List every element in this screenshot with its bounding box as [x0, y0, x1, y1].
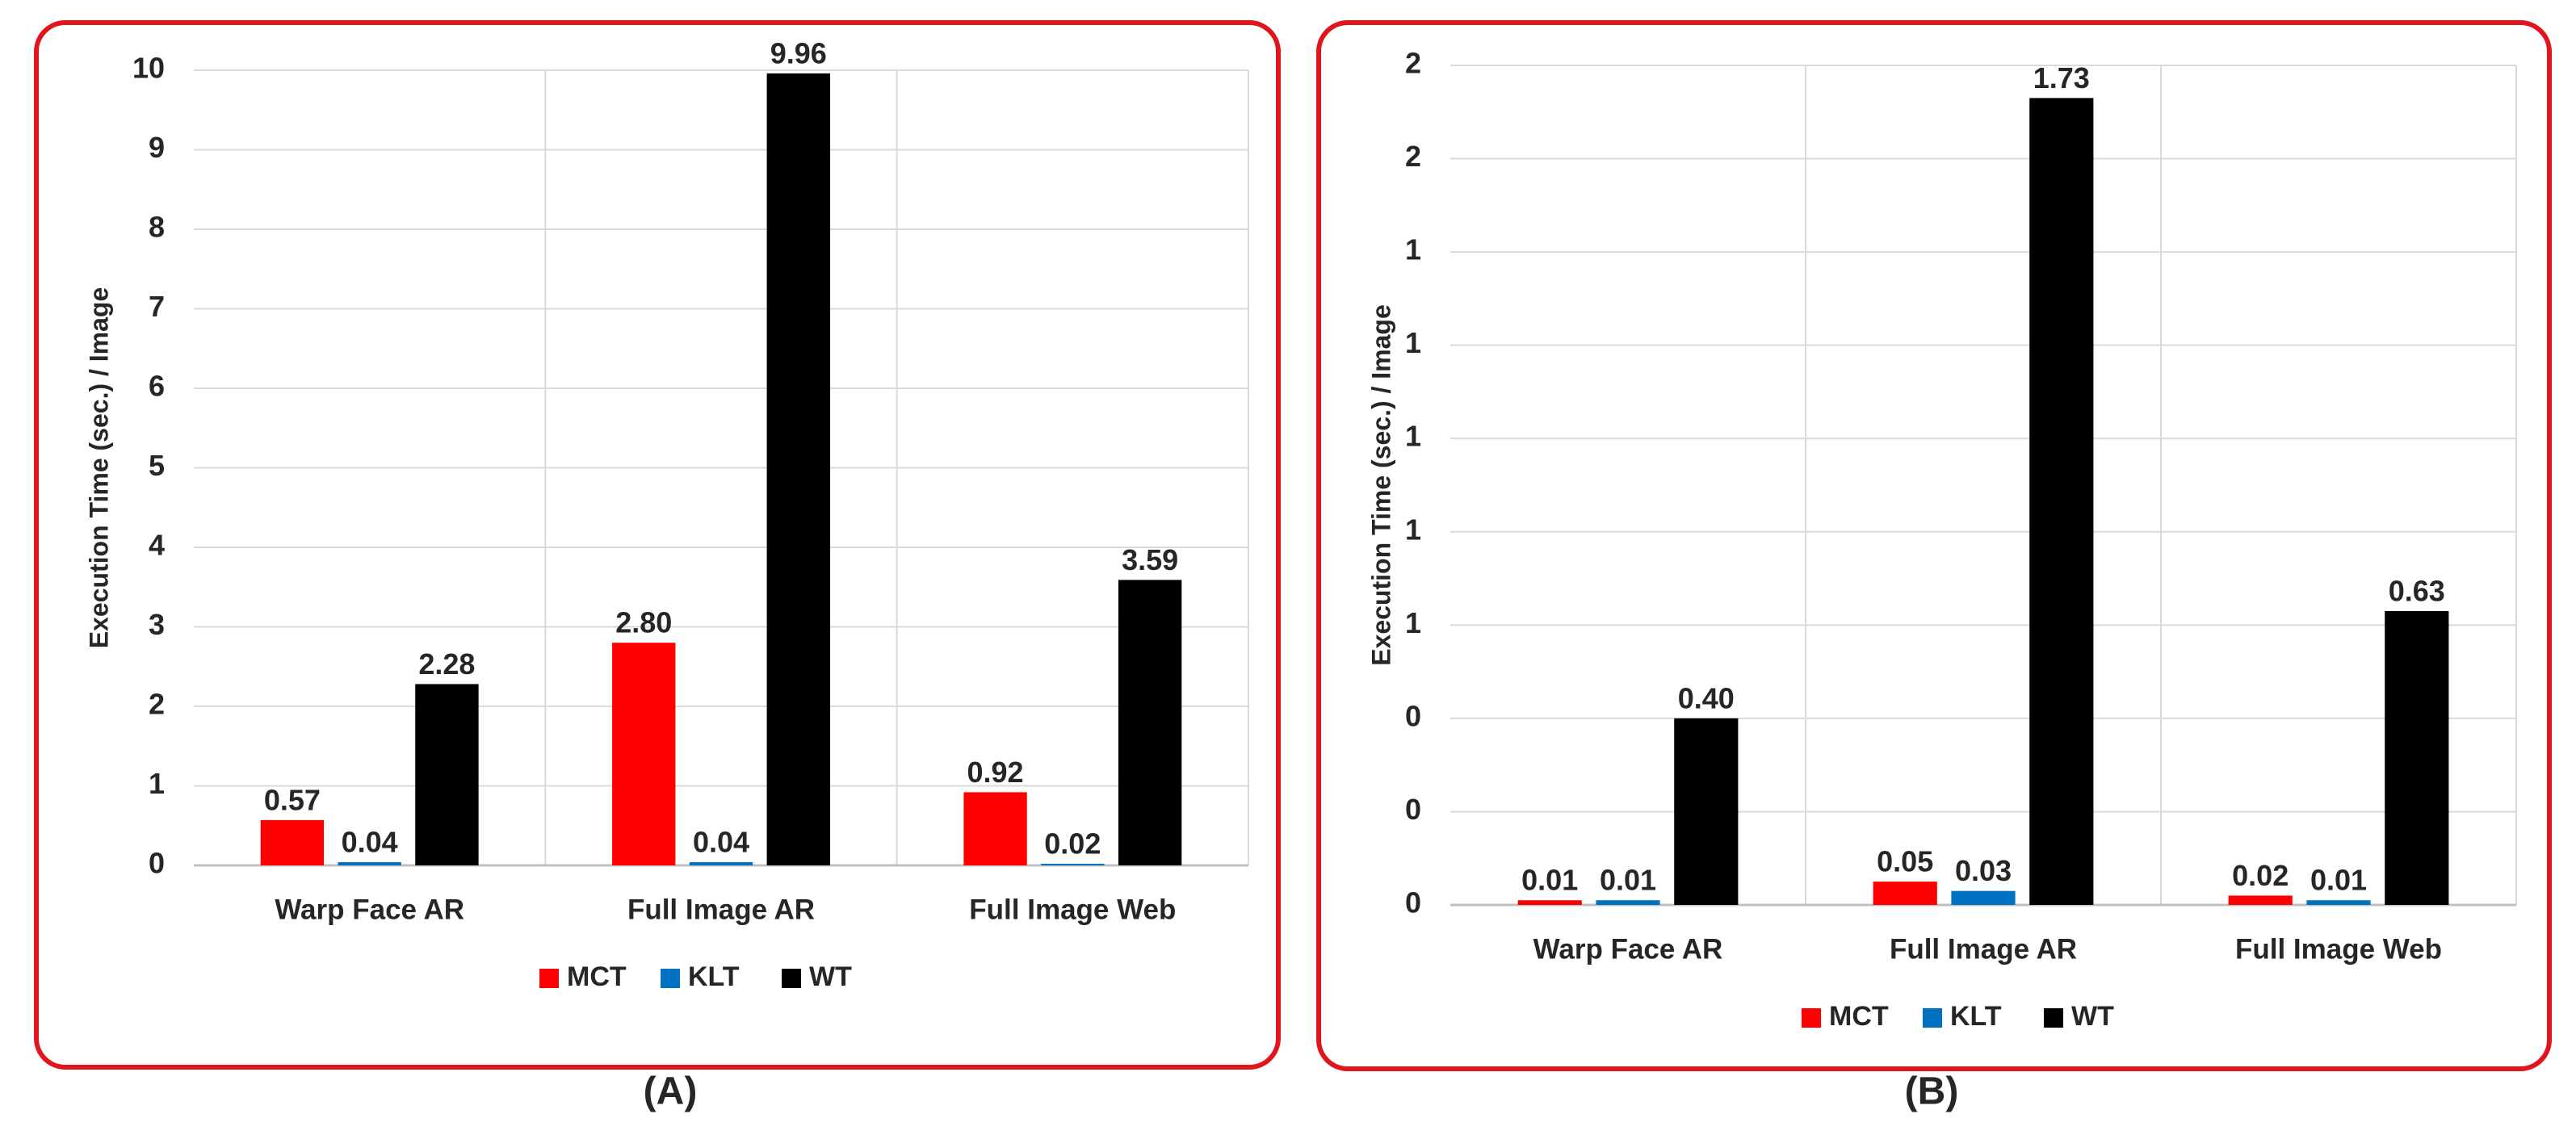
y-tick-label: 3 — [149, 608, 165, 641]
bar — [612, 643, 676, 865]
y-tick-label: 0 — [1405, 793, 1421, 826]
y-tick-label: 0 — [149, 847, 165, 880]
y-axis-label: Execution Time (sec.) / Image — [84, 287, 113, 649]
bar — [415, 684, 479, 865]
data-label: 0.02 — [1044, 827, 1101, 861]
legend-label: WT — [2071, 1001, 2114, 1032]
data-label: 2.80 — [615, 606, 672, 639]
bar — [1517, 900, 1582, 905]
x-tick-label: Warp Face AR — [275, 894, 464, 925]
legend-label: KLT — [1950, 1001, 2002, 1032]
data-label: 0.57 — [264, 783, 321, 816]
bar — [1873, 882, 1937, 905]
x-tick-label: Warp Face AR — [1533, 933, 1723, 965]
data-label: 0.02 — [2232, 859, 2289, 892]
x-tick-label: Full Image AR — [627, 894, 815, 925]
caption: (A) — [644, 1070, 698, 1113]
data-label: 2.28 — [418, 647, 475, 681]
bar — [689, 862, 753, 865]
panel-border — [1316, 20, 2552, 1071]
bar — [766, 73, 830, 865]
y-tick-label: 1 — [149, 767, 165, 800]
data-label: 3.59 — [1122, 543, 1178, 576]
legend-swatch — [539, 969, 559, 988]
y-tick-label: 1 — [1405, 513, 1421, 546]
y-axis-label: Execution Time (sec.) / Image — [1366, 304, 1395, 666]
legend-swatch — [661, 969, 680, 988]
data-label: 0.01 — [1600, 864, 1656, 897]
legend-swatch — [2044, 1008, 2063, 1028]
x-tick-label: Full Image Web — [2235, 933, 2442, 965]
y-tick-label: 6 — [149, 370, 165, 403]
bar — [963, 792, 1027, 865]
panel-border — [34, 20, 1281, 1070]
x-tick-label: Full Image Web — [969, 894, 1176, 925]
y-tick-label: 10 — [132, 52, 165, 85]
legend-label: MCT — [567, 961, 627, 992]
y-tick-label: 0 — [1405, 699, 1421, 732]
y-tick-label: 2 — [1405, 140, 1421, 173]
data-label: 0.01 — [1521, 864, 1578, 897]
bar — [1041, 864, 1105, 865]
bar — [338, 862, 401, 865]
data-label: 0.04 — [693, 826, 749, 859]
bar — [2385, 611, 2449, 905]
x-tick-label: Full Image AR — [1890, 933, 2077, 965]
y-tick-label: 1 — [1405, 326, 1421, 359]
legend-swatch — [1923, 1008, 1942, 1028]
y-tick-label: 4 — [149, 529, 165, 562]
bar — [1118, 580, 1182, 865]
bar — [260, 819, 325, 865]
y-tick-label: 2 — [1405, 47, 1421, 80]
y-tick-label: 1 — [1405, 606, 1421, 639]
data-label: 0.40 — [1678, 681, 1735, 714]
bar — [2306, 900, 2371, 905]
data-label: 0.63 — [2389, 575, 2445, 608]
legend-label: KLT — [688, 961, 740, 992]
y-tick-label: 9 — [149, 131, 165, 164]
bar — [2029, 98, 2094, 905]
bar — [2228, 895, 2293, 905]
bar — [1674, 718, 1739, 905]
data-label: 9.96 — [770, 36, 827, 69]
y-tick-label: 0 — [1405, 886, 1421, 919]
data-label: 0.01 — [2310, 864, 2367, 897]
data-label: 0.03 — [1955, 854, 2012, 887]
data-label: 0.05 — [1877, 845, 1933, 878]
y-tick-label: 1 — [1405, 420, 1421, 453]
data-label: 1.73 — [2033, 61, 2090, 94]
caption: (B) — [1905, 1070, 1959, 1113]
bar — [1951, 890, 2016, 905]
y-tick-label: 7 — [149, 290, 165, 323]
y-tick-label: 1 — [1405, 233, 1421, 266]
bar — [1596, 900, 1660, 905]
data-label: 0.92 — [967, 756, 1024, 789]
legend-label: WT — [809, 961, 852, 992]
data-label: 0.04 — [342, 826, 398, 859]
y-tick-label: 8 — [149, 211, 165, 244]
legend-swatch — [1802, 1008, 1821, 1028]
legend-swatch — [782, 969, 801, 988]
y-tick-label: 2 — [149, 688, 165, 721]
legend-label: MCT — [1829, 1001, 1889, 1032]
y-tick-label: 5 — [149, 449, 165, 482]
